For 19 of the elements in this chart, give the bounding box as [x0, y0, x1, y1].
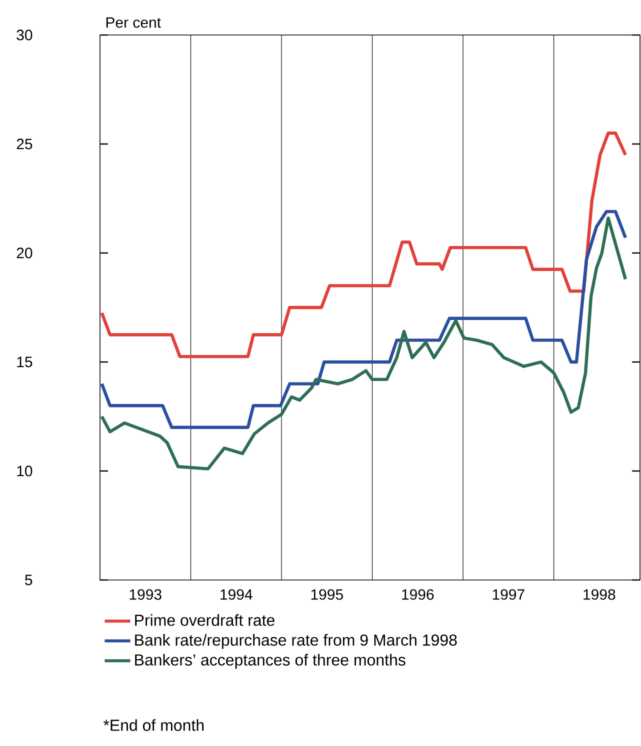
y-tick-label: 5 — [25, 574, 32, 586]
x-tick-label: 1993 — [130, 589, 162, 600]
x-tick-label: 1997 — [492, 589, 524, 600]
line-series — [100, 131, 628, 358]
x-tick-label: 1994 — [220, 589, 252, 600]
legend-label: Bankers’ acceptances of three months — [135, 654, 406, 669]
y-tick-label: 15 — [17, 356, 32, 368]
x-tick-label: 1996 — [402, 589, 434, 600]
x-tick-label: 1998 — [584, 589, 616, 600]
legend-label: Bank rate/repurchase rate from 9 March 1998 — [135, 634, 457, 649]
line-series — [100, 210, 628, 429]
y-tick-label: 25 — [16, 138, 32, 150]
y-axis-title: Per cent — [106, 17, 161, 28]
text: *End of month — [103, 719, 204, 731]
x-tick-label: 1995 — [311, 589, 343, 600]
y-tick-label: 30 — [16, 30, 32, 40]
y-tick-label: 10 — [17, 466, 32, 476]
legend-label: Prime overdraft rate — [135, 614, 274, 626]
y-tick-label: 20 — [16, 248, 32, 258]
